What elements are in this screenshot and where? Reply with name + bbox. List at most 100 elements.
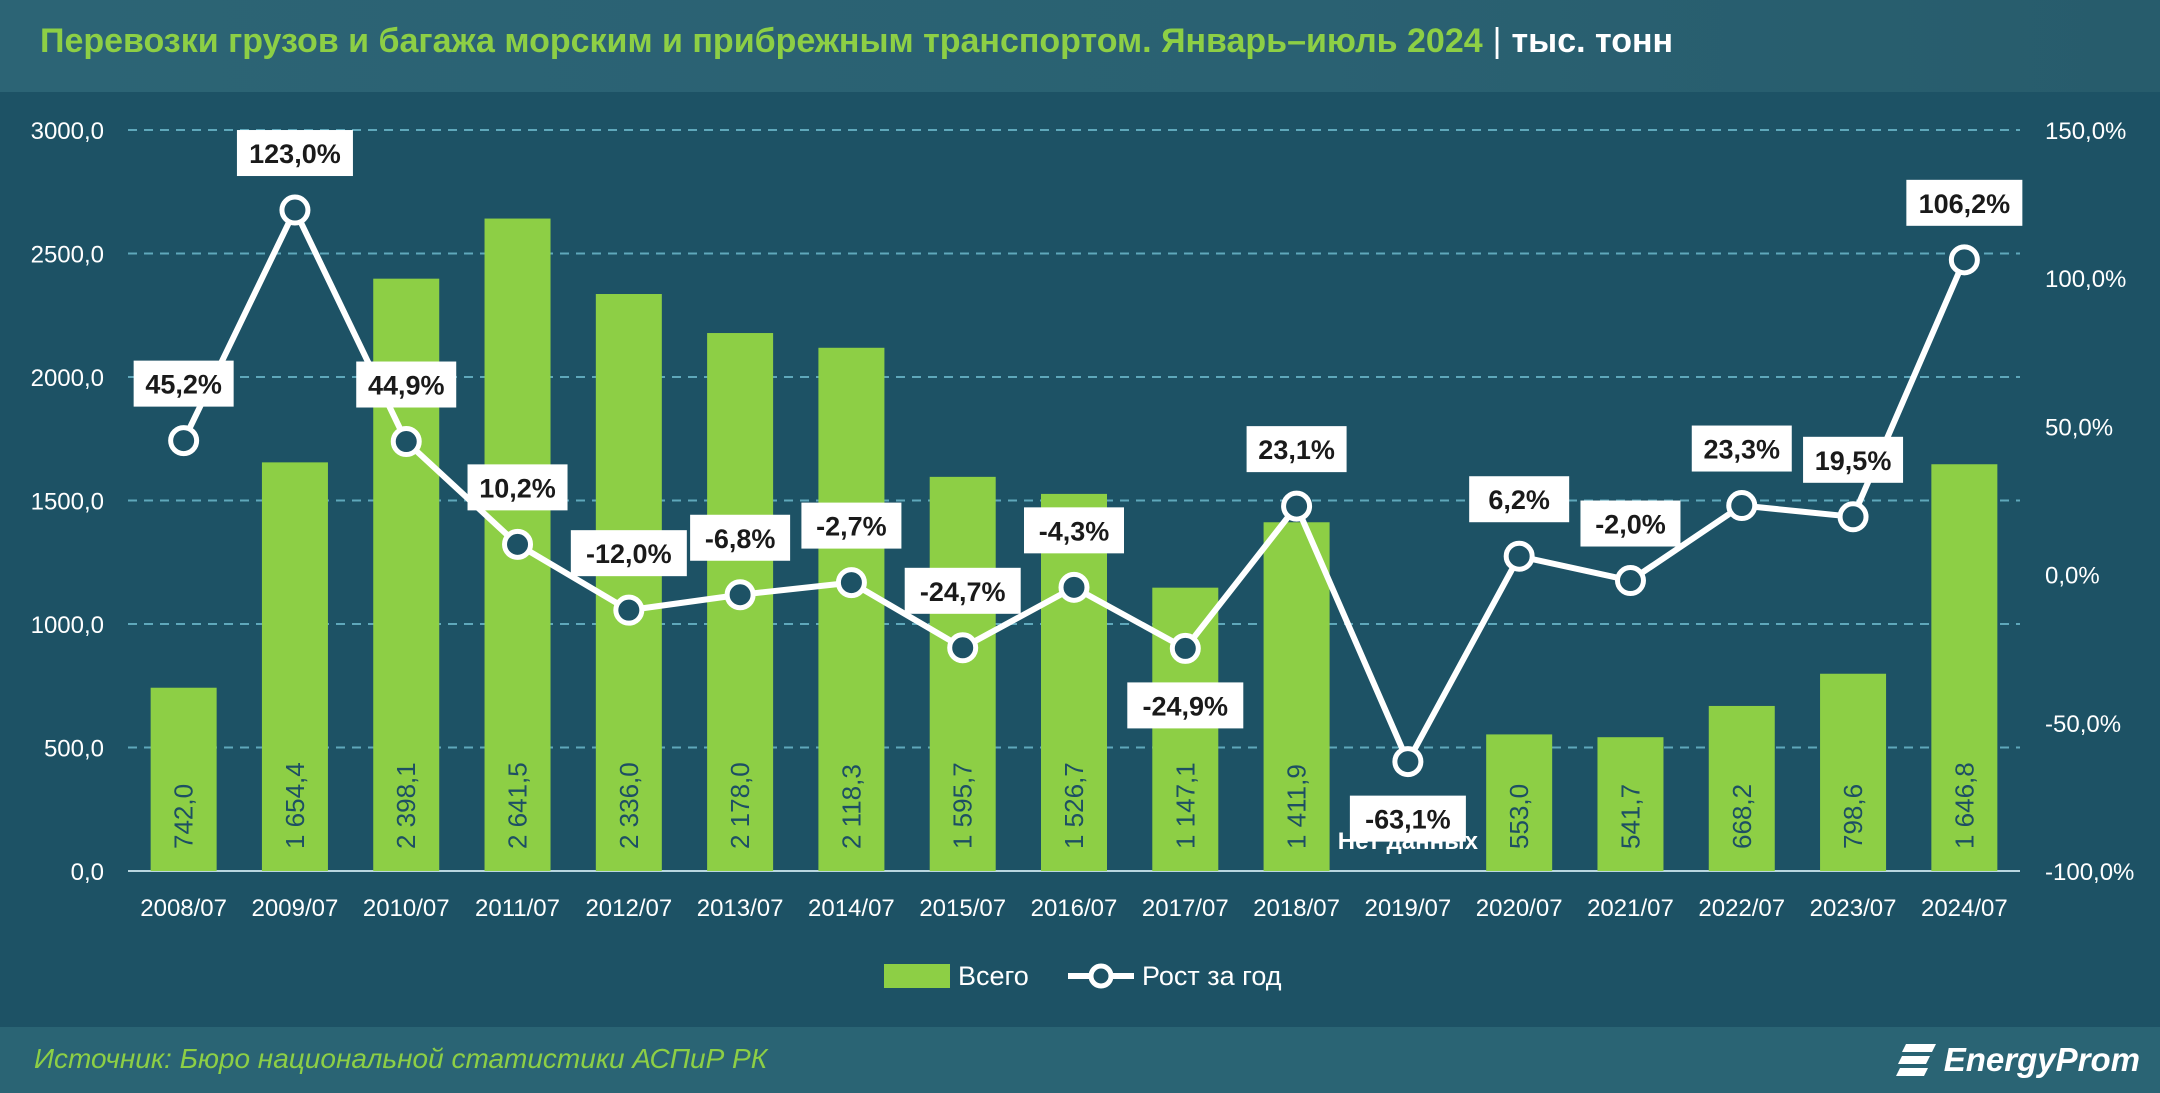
legend-label-line: Рост за год [1142, 961, 1282, 991]
bar-value-label: 2 118,3 [836, 764, 866, 849]
x-tick-label: 2022/07 [1698, 895, 1785, 922]
legend-label-bar: Всего [958, 961, 1029, 991]
x-tick-label: 2010/07 [363, 895, 450, 922]
energyprom-logo: EnergyProm [1895, 1035, 2140, 1085]
bar-value-label: 553,0 [1504, 784, 1534, 849]
x-tick-label: 2024/07 [1921, 895, 2008, 922]
bar [1263, 522, 1330, 871]
line-point [390, 426, 422, 458]
line-label-box [1349, 795, 1466, 842]
line-label-box [570, 530, 687, 577]
y-left-tick-label: 2000,0 [31, 365, 104, 392]
x-tick-label: 2017/07 [1142, 895, 1229, 922]
legend: Всего Рост за год [884, 961, 1282, 991]
line-data-label: 106,2% [1919, 189, 2011, 219]
line-point [724, 579, 756, 611]
bar-value-label: 2 336,0 [614, 762, 644, 849]
line-data-label: -24,7% [920, 577, 1006, 607]
line-point [613, 594, 645, 626]
bar [929, 476, 996, 871]
line-point [1614, 565, 1646, 597]
y-axis-right: -100,0% -50,0% 0,0% 50,0% 100,0% 150,0% [2045, 118, 2134, 886]
line-label-box [1906, 179, 2023, 226]
line-data-label: 123,0% [249, 139, 341, 169]
x-tick-label: 2019/07 [1364, 895, 1451, 922]
source-note: Источник: Бюро национальной статистики А… [34, 1043, 768, 1074]
bar [1041, 493, 1107, 871]
y-left-tick-label: 1000,0 [31, 612, 104, 639]
line-label-box [467, 464, 568, 511]
line-point [168, 425, 200, 457]
line-point [1726, 490, 1758, 522]
line-data-label: 45,2% [145, 370, 222, 400]
line-data-label: -2,7% [816, 512, 887, 542]
line-label-box [904, 567, 1021, 614]
bar-value-label: 1 526,7 [1059, 762, 1089, 849]
line-data-label: 6,2% [1488, 485, 1550, 515]
line-point [1281, 490, 1313, 522]
x-tick-label: 2018/07 [1253, 895, 1340, 922]
bar [261, 462, 328, 871]
y-left-tick-label: 0,0 [71, 859, 104, 886]
bar-value-label: 668,2 [1727, 784, 1757, 849]
bar-value-label: 2 641,5 [503, 762, 533, 849]
y-axis-left: 0,0 500,0 1000,0 1500,0 2000,0 2500,0 3000,0 [31, 118, 104, 886]
x-tick-label: 2009/07 [252, 895, 339, 922]
bar [1820, 673, 1887, 871]
line-label-box [690, 514, 791, 561]
line-data-label: -4,3% [1039, 516, 1110, 546]
line-data-label: 23,3% [1703, 435, 1780, 465]
line-label-box [1469, 476, 1570, 523]
chart-unit: тыс. тонн [1511, 22, 1674, 60]
line-label-box [1580, 500, 1681, 547]
line-points [168, 194, 1980, 778]
bar [1486, 734, 1553, 871]
line-data-label: 10,2% [479, 473, 556, 503]
y-right-tick-label: 0,0% [2045, 563, 2100, 590]
x-tick-label: 2016/07 [1031, 895, 1118, 922]
line-data-label: -6,8% [705, 524, 776, 554]
line-label-box [1246, 426, 1347, 473]
line-label-box [1127, 682, 1244, 729]
x-tick-label: 2013/07 [697, 895, 784, 922]
bar-value-label: 2 398,1 [391, 762, 421, 849]
bar [150, 687, 217, 871]
bar-value-label: 541,7 [1615, 784, 1645, 849]
bar [818, 347, 885, 871]
x-tick-label: 2014/07 [808, 895, 895, 922]
x-tick-label: 2021/07 [1587, 895, 1674, 922]
x-tick-label: 2008/07 [140, 895, 227, 922]
bar-value-label: 1 147,1 [1170, 762, 1200, 849]
line-point [279, 194, 311, 226]
combo-chart: 0,0 500,0 1000,0 1500,0 2000,0 2500,0 3000,0 -1… [31, 118, 2135, 991]
y-right-tick-label: 50,0% [2045, 414, 2113, 441]
x-tick-label: 2015/07 [919, 895, 1006, 922]
y-right-tick-label: -50,0% [2045, 711, 2121, 738]
line-label-box [1691, 425, 1792, 472]
chart-title-text: Перевозки грузов и багажа морским и приб… [40, 22, 1483, 60]
bar-value-label: 798,6 [1838, 784, 1868, 849]
chart-area: 0,0 500,0 1000,0 1500,0 2000,0 2500,0 3000,0 -1… [0, 92, 2160, 1027]
y-right-tick-label: -100,0% [2045, 859, 2134, 886]
bar-value-label: 2 178,0 [725, 762, 755, 849]
bar-value-label: 1 654,4 [280, 762, 310, 849]
bar-value-label: 1 646,8 [1949, 762, 1979, 849]
title-separator: | [1492, 22, 1502, 60]
bar [1708, 705, 1775, 871]
bar-value-label: 742,0 [169, 784, 199, 849]
line-point [1058, 571, 1090, 603]
bar-value-label: 1 411,9 [1282, 764, 1312, 849]
line-point [1948, 244, 1980, 276]
y-left-tick-label: 500,0 [44, 736, 104, 763]
bar [1931, 464, 1998, 871]
chart-title: Перевозки грузов и багажа морским и приб… [40, 22, 1673, 61]
line-data-label: -12,0% [586, 539, 672, 569]
logo-text: EnergyProm [1943, 1041, 2140, 1078]
line-label-box [356, 361, 457, 408]
line-point [1837, 501, 1869, 533]
line-label-box [133, 360, 234, 407]
y-right-tick-label: 100,0% [2045, 266, 2126, 293]
x-tick-label: 2011/07 [475, 895, 560, 922]
line-point [835, 567, 867, 599]
